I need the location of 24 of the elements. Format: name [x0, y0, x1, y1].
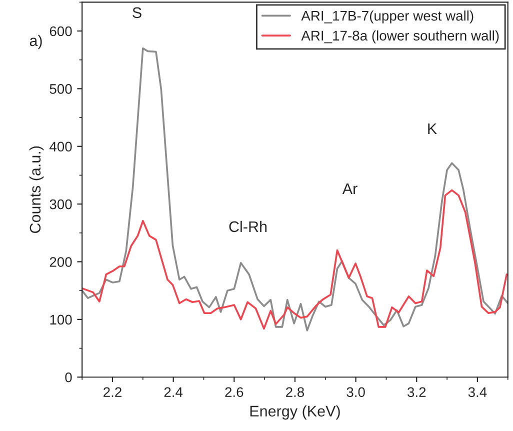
annotation: S	[132, 7, 142, 18]
x-tick-label: 3.4	[468, 387, 487, 398]
x-axis-title: Energy (KeV)	[250, 405, 340, 420]
x-tick-label: 2.4	[164, 387, 183, 397]
y-tick-label: 600	[50, 26, 72, 36]
x-tick-label: 2.6	[225, 387, 244, 398]
y-tick-label: 400	[50, 142, 72, 152]
x-tick-label: 2.2	[104, 387, 122, 397]
x-tick-label: 3.2	[408, 387, 426, 398]
text: a)	[30, 34, 42, 50]
y-tick-label: 300	[50, 199, 72, 210]
y-tick-label: 500	[50, 84, 72, 94]
y-tick-label: 0	[65, 372, 72, 382]
annotation: Ar	[342, 183, 358, 194]
annotation: K	[428, 123, 437, 134]
y-axis-title: Counts (a.u.)	[29, 146, 44, 234]
x-tick-label: 2.8	[286, 387, 304, 398]
y-tick-label: 200	[50, 257, 72, 267]
line-series	[82, 47, 508, 332]
annotation: Cl-Rh	[229, 220, 267, 232]
legend-label: ARI_17-8a (lower southern wall)	[301, 30, 499, 44]
legend-label: ARI_17B-7(upper west wall)	[301, 10, 474, 24]
y-tick-label: 100	[50, 314, 72, 325]
x-tick-label: 3.0	[346, 387, 365, 398]
